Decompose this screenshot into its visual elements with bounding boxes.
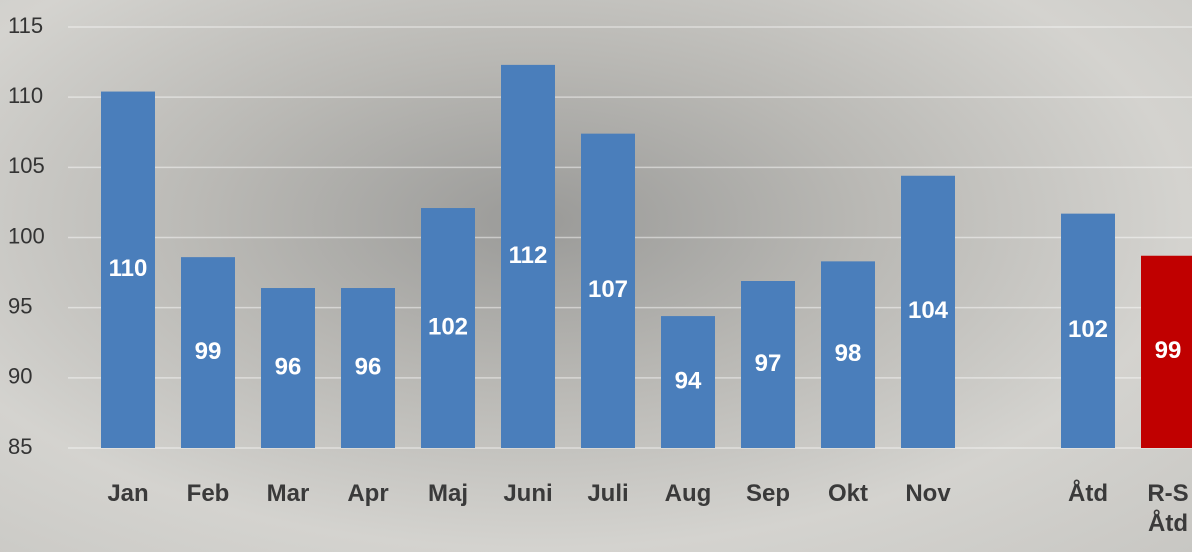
x-tick-label: Maj [408, 479, 488, 509]
x-tick-label: Sep [728, 479, 808, 509]
value-label: 107 [588, 276, 628, 303]
value-label: 102 [428, 313, 468, 340]
value-label: 96 [275, 353, 302, 380]
x-tick-label: R-S Åtd [1128, 479, 1192, 539]
x-tick-label: Åtd [1048, 479, 1128, 509]
y-tick-label: 90 [8, 364, 32, 389]
value-label: 98 [835, 340, 862, 367]
x-tick-label: Okt [808, 479, 888, 509]
y-tick-label: 110 [8, 83, 43, 108]
value-label: 102 [1068, 316, 1108, 343]
value-label: 97 [755, 350, 782, 377]
value-label: 110 [109, 255, 148, 282]
y-tick-label: 95 [8, 293, 32, 318]
x-tick-label: Juli [568, 479, 648, 509]
chart: 85 90 95 100 105 110 115 110 99 96 96 102 112 107 94 97… [0, 0, 1192, 552]
x-tick-label: Aug [648, 479, 728, 509]
x-tick-label: Jan [88, 479, 168, 509]
x-tick-label: Nov [888, 479, 968, 509]
value-label: 112 [509, 242, 548, 269]
plot: 85 90 95 100 105 110 115 110 99 96 96 102 112 107 94 97… [0, 0, 1192, 552]
x-tick-label: Mar [248, 479, 328, 509]
value-label: 104 [908, 297, 949, 324]
x-tick-label: Feb [168, 479, 248, 509]
y-tick-label: 85 [8, 434, 32, 459]
x-tick-label: Juni [488, 479, 568, 509]
x-tick-label: Apr [328, 479, 408, 509]
value-label: 99 [195, 338, 222, 365]
y-tick-label: 100 [8, 223, 45, 248]
y-tick-label: 115 [8, 13, 43, 38]
value-label: 96 [355, 353, 382, 380]
value-label: 94 [675, 367, 702, 394]
y-tick-label: 105 [8, 153, 45, 178]
value-label: 99 [1155, 337, 1182, 364]
